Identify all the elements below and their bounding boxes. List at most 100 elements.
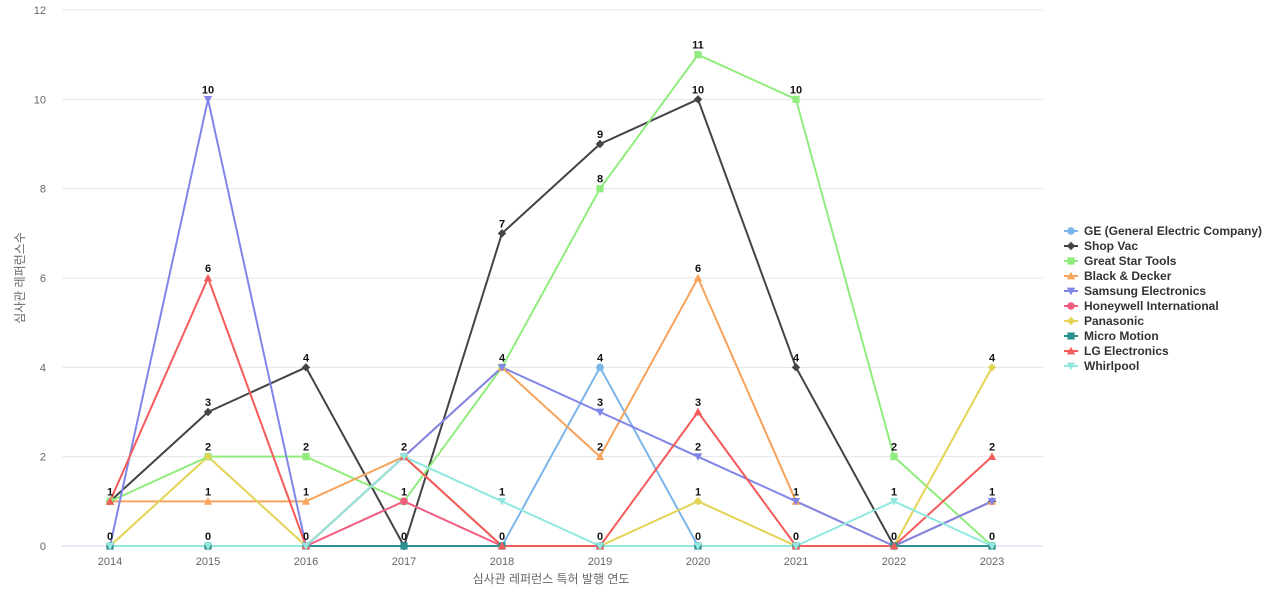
data-point (987, 497, 997, 506)
data-label: 7 (499, 218, 505, 230)
data-label: 8 (597, 174, 603, 186)
data-point (890, 453, 898, 461)
x-tick-label: 2016 (294, 556, 318, 568)
data-label: 0 (205, 531, 211, 543)
data-point (400, 497, 408, 506)
x-tick-label: 2020 (686, 556, 710, 568)
legend[interactable]: GE (General Electric Company)Shop VacGre… (1064, 224, 1262, 373)
data-label: 0 (107, 531, 113, 543)
data-point (693, 95, 703, 104)
data-point (203, 497, 213, 505)
data-point (497, 363, 507, 372)
data-point (693, 453, 703, 461)
series-line-8 (109, 277, 993, 547)
series-line-1 (109, 98, 993, 547)
data-point (203, 273, 213, 282)
data-point (693, 273, 703, 282)
data-point (301, 542, 311, 551)
data-point (889, 541, 899, 550)
legend-marker (1066, 271, 1076, 280)
data-label: 6 (205, 263, 211, 275)
data-label: 0 (499, 531, 505, 543)
legend-marker (1067, 257, 1075, 265)
data-label: 10 (202, 84, 214, 96)
data-label: 0 (401, 531, 407, 543)
series-line-4 (109, 98, 993, 547)
legend-item[interactable]: Whirlpool (1064, 359, 1139, 373)
data-point (791, 363, 801, 372)
legend-item[interactable]: Panasonic (1064, 314, 1144, 328)
data-point (595, 452, 605, 461)
data-label: 2 (303, 442, 309, 454)
legend-marker (1067, 302, 1075, 310)
data-label: 2 (989, 442, 995, 454)
data-point (497, 229, 507, 238)
legend-marker (1067, 227, 1075, 235)
legend-item[interactable]: GE (General Electric Company) (1064, 224, 1262, 238)
data-point (693, 542, 703, 551)
legend-item[interactable]: Great Star Tools (1064, 254, 1177, 268)
legend-label: Honeywell International (1084, 299, 1219, 313)
gridlines (62, 9, 1043, 458)
legend-item[interactable]: Shop Vac (1064, 239, 1138, 253)
y-tick-label: 4 (40, 362, 46, 374)
data-point (792, 95, 800, 103)
legend-marker (1067, 332, 1075, 340)
data-label: 1 (695, 486, 701, 498)
data-point (595, 408, 605, 417)
x-axis-title: 심사관 레퍼런스 특허 발행 연도 (473, 571, 630, 586)
data-point (203, 95, 213, 104)
data-point (791, 542, 801, 551)
data-label: 1 (303, 486, 309, 498)
data-point (497, 541, 507, 550)
data-label: 4 (303, 352, 310, 364)
data-point (987, 363, 997, 372)
y-axis-title: 심사관 레퍼런스수 (13, 232, 27, 324)
data-label: 2 (891, 442, 897, 454)
y-tick-label: 2 (40, 452, 46, 464)
legend-label: Micro Motion (1084, 329, 1159, 343)
data-point (497, 497, 507, 506)
x-tick-label: 2014 (98, 556, 122, 568)
legend-label: LG Electronics (1084, 344, 1169, 358)
data-point (399, 453, 409, 461)
y-tick-label: 0 (40, 541, 46, 553)
y-tick-label: 6 (40, 273, 46, 285)
x-tick-label: 2019 (588, 556, 612, 568)
data-label: 4 (499, 352, 506, 364)
data-label: 1 (891, 486, 897, 498)
x-tick-label: 2023 (980, 556, 1004, 568)
legend-label: GE (General Electric Company) (1084, 224, 1262, 238)
data-label: 0 (891, 531, 897, 543)
data-label: 4 (793, 352, 800, 364)
legend-item[interactable]: Micro Motion (1064, 329, 1159, 343)
data-label: 0 (989, 531, 995, 543)
data-label: 2 (205, 442, 211, 454)
data-point (595, 542, 605, 551)
data-label: 1 (793, 486, 799, 498)
data-labels: 1010632104210210741098432011106321010410… (107, 40, 996, 543)
legend-item[interactable]: Black & Decker (1064, 269, 1172, 283)
x-tick-label: 2018 (490, 556, 514, 568)
x-tick-label: 2021 (784, 556, 808, 568)
legend-item[interactable]: Samsung Electronics (1064, 284, 1206, 298)
y-tick-label: 12 (34, 5, 46, 17)
data-point (203, 407, 213, 417)
legend-label: Shop Vac (1084, 239, 1138, 253)
series-markers (105, 51, 997, 551)
legend-item[interactable]: Honeywell International (1064, 299, 1219, 313)
legend-item[interactable]: LG Electronics (1064, 344, 1169, 358)
data-point (203, 452, 213, 461)
data-label: 3 (597, 397, 603, 409)
data-point (987, 452, 997, 461)
legend-marker (1066, 316, 1076, 326)
data-label: 0 (597, 531, 603, 543)
data-label: 1 (205, 486, 211, 498)
x-tick-label: 2022 (882, 556, 906, 568)
data-point (203, 542, 213, 551)
data-label: 10 (790, 84, 802, 96)
data-label: 1 (499, 486, 505, 498)
series-lines (109, 53, 993, 547)
